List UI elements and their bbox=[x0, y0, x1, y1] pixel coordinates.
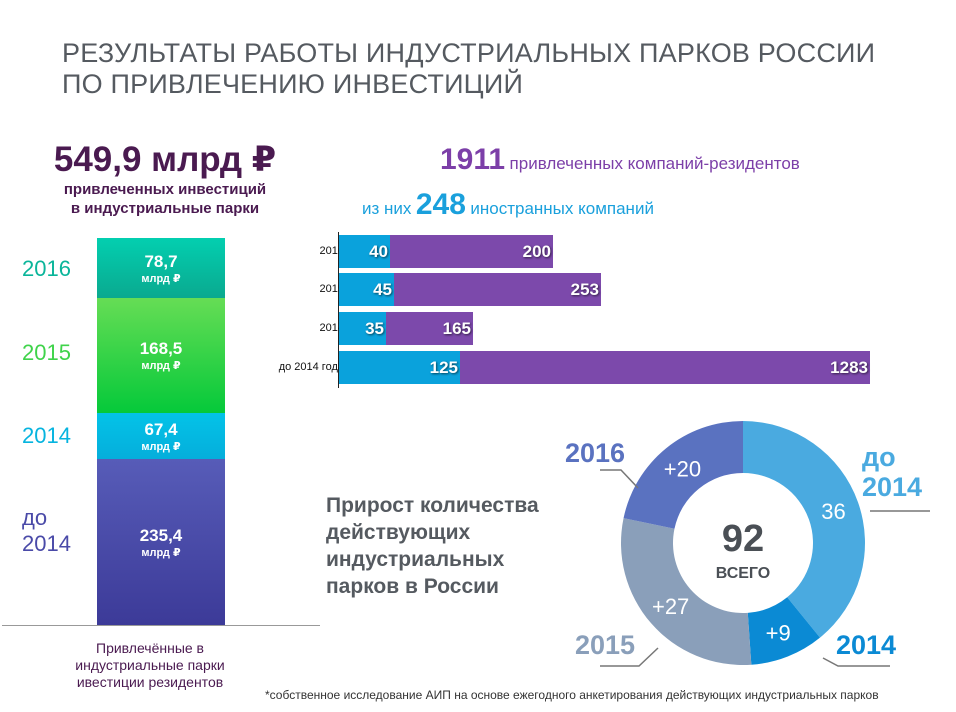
leader-line bbox=[600, 647, 659, 667]
segment-unit: млрд ₽ bbox=[141, 360, 181, 372]
residents-label: привлеченных компаний-резидентов bbox=[509, 154, 800, 173]
year-label: 2016 bbox=[22, 256, 71, 281]
foreign-count: 248 bbox=[415, 188, 466, 221]
donut-label-2015: 2015 bbox=[575, 630, 636, 660]
donut-label-2016: 2016 bbox=[565, 438, 626, 468]
subtitle-line: в индустриальные парки bbox=[70, 200, 260, 217]
donut-title: Прирост количества действующих индустриа… bbox=[326, 492, 539, 600]
bar-foreign: 35 bbox=[339, 312, 386, 345]
leader-line bbox=[600, 469, 639, 489]
donut-title-line: действующих bbox=[326, 521, 471, 544]
slice-value: +27 bbox=[652, 594, 689, 619]
slice-value: +20 bbox=[664, 457, 701, 482]
investments-caption: Привлечённые в индустриальные парки ивес… bbox=[40, 640, 260, 691]
bar-other: 253 bbox=[394, 273, 601, 306]
foreign-prefix: из них bbox=[362, 199, 412, 218]
baseline bbox=[2, 625, 320, 626]
bar-foreign: 125 bbox=[339, 351, 460, 384]
bar-value: 45 bbox=[373, 279, 392, 299]
subtitle-line: привлеченных инвестиций bbox=[63, 181, 267, 198]
segment-unit: млрд ₽ bbox=[141, 440, 181, 453]
donut-center-value: 92 bbox=[722, 518, 764, 560]
bar-other: 1283 bbox=[460, 351, 870, 384]
donut-label-before-2014: до 2014 bbox=[862, 442, 923, 502]
foreign-residents: из них 248 иностранных компаний bbox=[362, 188, 654, 222]
page-title: РЕЗУЛЬТАТЫ РАБОТЫ ИНДУСТРИАЛЬНЫХ ПАРКОВ … bbox=[62, 38, 875, 100]
bar-value: 253 bbox=[570, 279, 599, 299]
bar-other: 165 bbox=[386, 312, 473, 345]
leader-line bbox=[822, 657, 890, 667]
bar-foreign: 45 bbox=[339, 273, 394, 306]
donut-title-line: Прирост количества bbox=[326, 494, 539, 517]
investments-total: 549,9 млрд ₽ bbox=[53, 140, 277, 179]
segment-value: 78,7 bbox=[144, 251, 178, 271]
segment-value: 67,4 bbox=[144, 419, 178, 439]
title-line: ПО ПРИВЛЕЧЕНИЮ ИНВЕСТИЦИЙ bbox=[62, 69, 524, 99]
donut-center-label: ВСЕГО bbox=[716, 565, 770, 582]
residents-total: 1911 привлеченных компаний-резидентов bbox=[440, 143, 800, 177]
donut-label-2014: 2014 bbox=[836, 630, 897, 660]
foreign-label: иностранных компаний bbox=[470, 199, 654, 218]
row-label: до 2014 года bbox=[278, 361, 344, 373]
row-label: 2015 bbox=[319, 283, 344, 295]
bar-value: 200 bbox=[522, 241, 551, 261]
stack-segment-2015: 168,5 млрд ₽ bbox=[97, 298, 225, 413]
year-label: 2015 bbox=[22, 340, 71, 365]
footnote: *собственное исследование АИП на основе … bbox=[265, 688, 879, 702]
bar-value: 125 bbox=[429, 357, 458, 377]
bar-value: 40 bbox=[369, 241, 388, 261]
bar-axis bbox=[338, 232, 339, 388]
bar-value: 35 bbox=[365, 318, 384, 338]
row-label: 2014 bbox=[319, 322, 344, 334]
caption-line: индустриальные парки bbox=[75, 657, 225, 673]
donut-slice bbox=[743, 421, 865, 638]
slice-value: 36 bbox=[821, 499, 845, 524]
caption-line: Привлечённые в bbox=[96, 640, 204, 656]
donut-title-line: индустриальных bbox=[326, 548, 505, 571]
residents-count: 1911 bbox=[440, 143, 506, 176]
donut-title-line: парков в России bbox=[326, 575, 499, 598]
bar-foreign: 40 bbox=[339, 235, 390, 268]
segment-value: 235,4 bbox=[139, 526, 183, 545]
row-label: 2016 bbox=[319, 245, 344, 257]
year-label: до 2014 bbox=[22, 505, 71, 556]
segment-unit: млрд ₽ bbox=[141, 272, 181, 285]
segment-unit: млрд ₽ bbox=[141, 547, 181, 559]
donut-chart: 36 +9 +27 +20 92 ВСЕГО bbox=[600, 421, 930, 667]
bar-other: 200 bbox=[390, 235, 553, 268]
donut-slice bbox=[621, 518, 752, 665]
donut-slice bbox=[747, 597, 820, 665]
caption-line: ивестиции резидентов bbox=[76, 674, 224, 690]
year-label: 2014 bbox=[22, 423, 71, 448]
slice-value: +9 bbox=[766, 620, 791, 645]
stack-segment-2014: 67,4 млрд ₽ bbox=[97, 413, 225, 459]
stack-segment-before-2014: 235,4 млрд ₽ bbox=[97, 459, 225, 626]
segment-value: 168,5 bbox=[139, 339, 183, 358]
title-line: РЕЗУЛЬТАТЫ РАБОТЫ ИНДУСТРИАЛЬНЫХ ПАРКОВ … bbox=[62, 38, 876, 68]
bar-value: 1283 bbox=[830, 357, 868, 377]
bar-value: 165 bbox=[442, 318, 471, 338]
investments-subtitle: привлеченных инвестиций в индустриальные… bbox=[0, 180, 330, 218]
stack-segment-2016: 78,7 млрд ₽ bbox=[97, 238, 225, 298]
donut-slice bbox=[623, 421, 743, 529]
